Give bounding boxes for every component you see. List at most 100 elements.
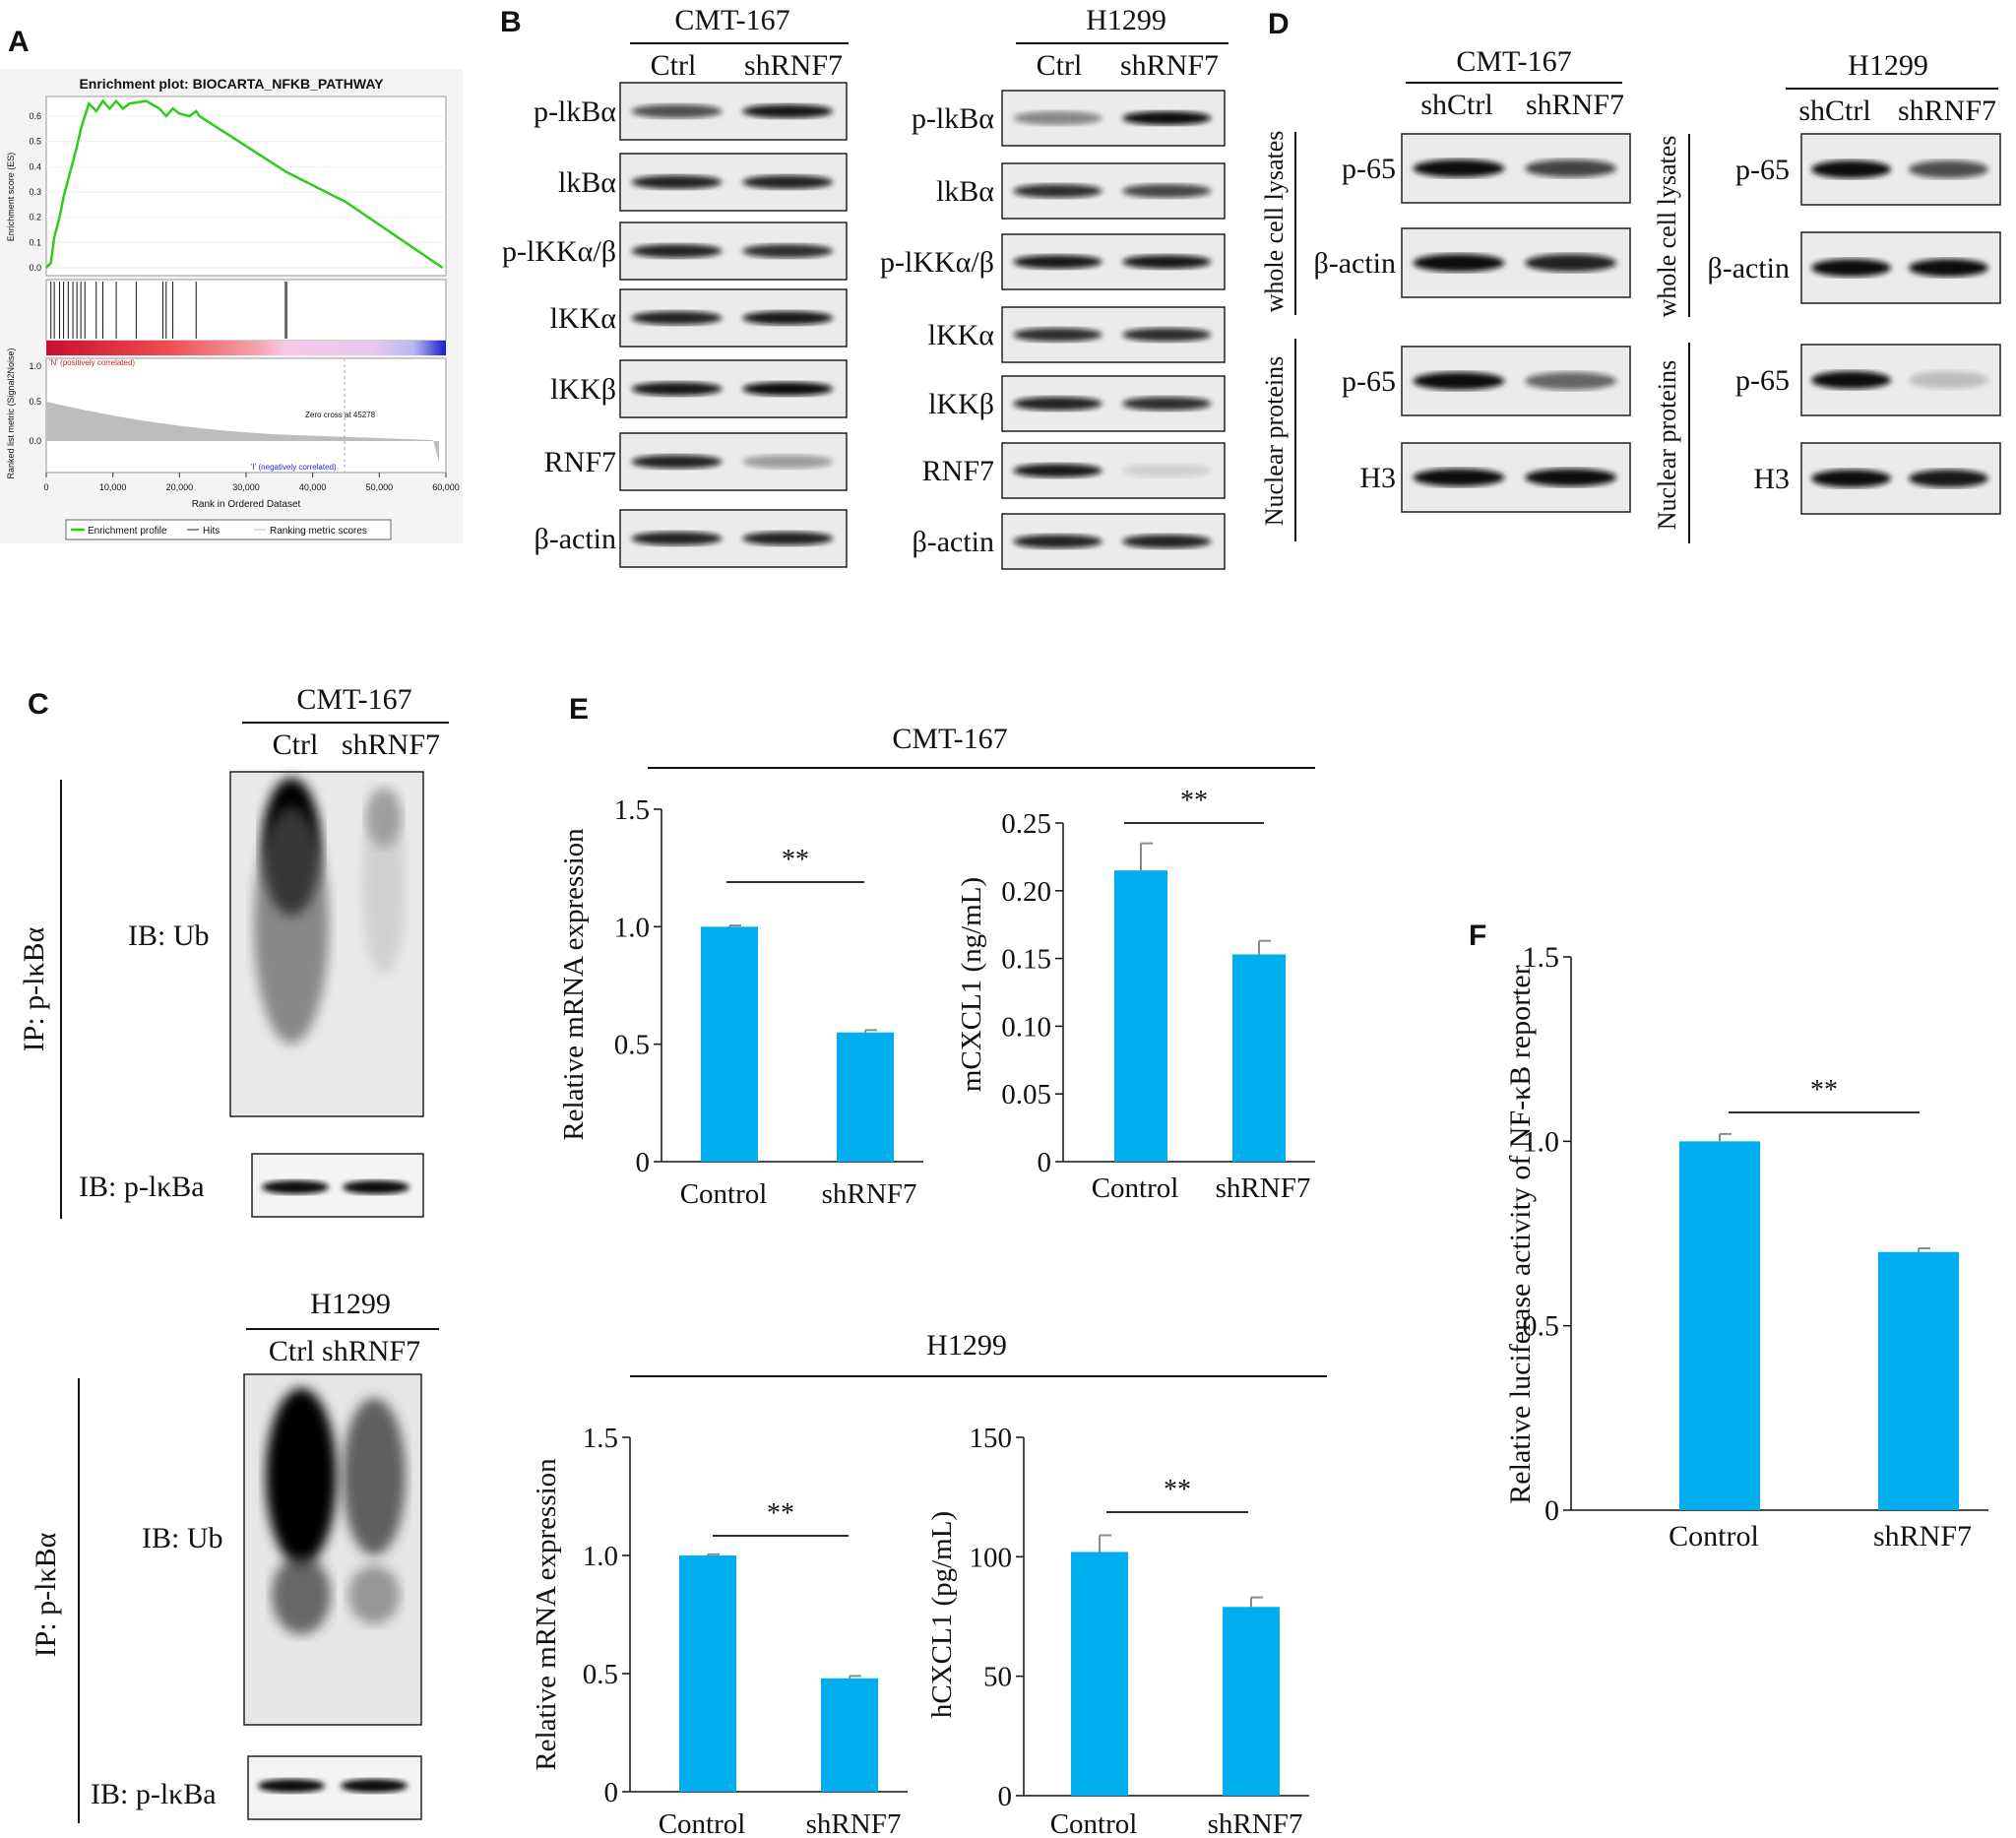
y-tick-label: 0 xyxy=(604,1777,619,1808)
y-tick-label: 100 xyxy=(970,1542,1013,1573)
y-tick-label: 1.0 xyxy=(614,912,650,943)
blot-band-lane2 xyxy=(1122,464,1212,477)
y-tick-label: 1.5 xyxy=(614,794,650,826)
b-left-cell-line: CMT-167 xyxy=(674,4,789,36)
significance-label: ** xyxy=(1810,1075,1838,1106)
blot-row-label: lkBα xyxy=(558,166,616,199)
blot-row-label: β-actin xyxy=(1313,247,1396,280)
d-right-wcl-label: whole cell lysates xyxy=(1653,136,1681,318)
y-tick-label: 0.25 xyxy=(1001,808,1051,840)
y-tick-label: 0.5 xyxy=(583,1659,618,1690)
es-tick-label: 0.5 xyxy=(29,137,41,147)
blot-band-lane2 xyxy=(742,532,834,545)
blot-row-label: p-lkBα xyxy=(534,95,616,128)
legend-profile: Enrichment profile xyxy=(88,526,167,537)
c-bottom-plkba-band-sh xyxy=(341,1779,408,1793)
rank-x-ticks: 0 10,000 20,000 30,000 40,000 50,000 60,000 xyxy=(43,473,460,492)
hits-area xyxy=(45,279,447,342)
blot-band-lane1 xyxy=(1413,372,1505,390)
y-tick-label: 0.5 xyxy=(1523,1310,1560,1343)
category-label: shRNF7 xyxy=(806,1808,902,1838)
rank-ylabel: Ranked list metric (Signal2Noise) xyxy=(6,348,16,478)
zero-cross-label: Zero cross at 45278 xyxy=(305,411,376,419)
significance-label: ** xyxy=(1180,786,1208,816)
es-axis-ticks: 0.6 0.5 0.4 0.3 0.2 0.1 0.0 xyxy=(29,111,446,273)
c-top-plkba-band-sh xyxy=(343,1180,410,1194)
c-top-col-ctrl: Ctrl xyxy=(273,729,319,761)
category-label: Control xyxy=(1669,1520,1759,1553)
c-top-ib2: IB: p-lκBa xyxy=(79,1171,205,1203)
significance-label: ** xyxy=(1164,1475,1191,1505)
y-tick-label: 0.05 xyxy=(1001,1079,1051,1110)
blot-band-lane1 xyxy=(631,175,723,189)
blot-band-lane2 xyxy=(1525,469,1617,486)
blot-band-lane2 xyxy=(742,382,834,396)
y-axis-label: mCXCL1 (ng/mL) xyxy=(956,877,987,1092)
b-right-cell-line: H1299 xyxy=(1086,4,1166,36)
category-label: shRNF7 xyxy=(1216,1173,1311,1204)
y-tick-label: 0 xyxy=(998,1781,1013,1812)
blot-band-lane1 xyxy=(631,104,723,118)
panel-letter-c: C xyxy=(28,688,49,721)
significance-label: ** xyxy=(782,845,809,875)
blot-band-lane1 xyxy=(1013,535,1102,548)
blot-band-lane2 xyxy=(1122,184,1212,198)
bar-control xyxy=(1679,1141,1760,1510)
blot-band-lane2 xyxy=(742,311,834,325)
blot-row-label: p-65 xyxy=(1735,154,1790,186)
e-group-top-label: CMT-167 xyxy=(892,723,1007,755)
c-bottom-ib1: IB: Ub xyxy=(142,1522,223,1554)
b-right-col-shrnf7: shRNF7 xyxy=(1120,49,1219,82)
bar-shrnf7 xyxy=(1878,1251,1959,1510)
enrichment-profile-line xyxy=(45,98,444,270)
blot-band-lane1 xyxy=(631,244,723,258)
blot-band-lane1 xyxy=(1811,470,1891,487)
blot-band-lane2 xyxy=(1525,372,1617,390)
y-tick-label: 1.5 xyxy=(583,1423,618,1454)
panel-letter-b: B xyxy=(500,6,522,38)
blot-row-label: lKKα xyxy=(928,319,995,351)
blot-band-lane2 xyxy=(1122,255,1212,269)
category-label: Control xyxy=(680,1178,768,1210)
blot-band-lane1 xyxy=(631,532,723,545)
chart-e-h1299-mrna: 0 0.5 1.0 1.5 Relative mRNA expression Contro… xyxy=(531,1423,908,1838)
blot-band-lane2 xyxy=(1909,160,1988,178)
c-bottom-cell-line: H1299 xyxy=(310,1288,391,1320)
blot-band-lane1 xyxy=(1013,111,1102,125)
d-left-nuc-label: Nuclear proteins xyxy=(1260,356,1289,527)
blot-band-lane1 xyxy=(631,382,723,396)
rank-xlabel: Rank in Ordered Dataset xyxy=(192,499,301,510)
blot-row-label: p-lKKα/β xyxy=(880,246,994,279)
legend-ranking: Ranking metric scores xyxy=(270,526,367,537)
y-axis-label: Relative luciferase activity of NF-κB re… xyxy=(1504,965,1537,1503)
d-left-wcl-label: whole cell lysates xyxy=(1260,131,1289,313)
y-tick-label: 0 xyxy=(1038,1147,1052,1178)
c-top-ub-smear-sh-tail xyxy=(362,797,406,975)
es-ylabel: Enrichment score (ES) xyxy=(6,153,16,242)
d-right-col-shrnf7: shRNF7 xyxy=(1898,95,1996,127)
blot-band-lane2 xyxy=(742,175,834,189)
gsea-title: Enrichment plot: BIOCARTA_NFKB_PATHWAY xyxy=(79,76,384,92)
blot-row-label: RNF7 xyxy=(544,446,616,478)
x-tick-label: 10,000 xyxy=(99,482,127,492)
es-tick-label: 0.4 xyxy=(29,161,41,171)
es-tick-label: 0.3 xyxy=(29,187,41,197)
panel-c-ip-blots: CMT-167 Ctrl shRNF7 IB: Ub IP: p-lκBα IB… xyxy=(18,683,449,1823)
blot-band-lane1 xyxy=(631,455,723,469)
category-label: Control xyxy=(659,1808,746,1838)
panel-a-gsea-plot: Enrichment plot: BIOCARTA_NFKB_PATHWAY 0… xyxy=(0,69,463,543)
y-tick-label: 1.0 xyxy=(583,1541,618,1572)
bar-control xyxy=(1071,1552,1128,1796)
category-label: shRNF7 xyxy=(822,1178,917,1210)
bar-shrnf7 xyxy=(821,1678,878,1792)
x-tick-label: 60,000 xyxy=(432,482,460,492)
blot-band-lane1 xyxy=(1811,160,1891,178)
y-tick-label: 50 xyxy=(983,1662,1012,1693)
blot-row-label: RNF7 xyxy=(922,455,994,487)
blot-band-lane1 xyxy=(1013,184,1102,198)
rank-tick-label: 0.5 xyxy=(29,397,41,407)
es-tick-label: 0.1 xyxy=(29,237,41,247)
c-bottom-ub-smear-sh xyxy=(343,1398,406,1555)
rank-tick-label: 1.0 xyxy=(29,361,41,371)
